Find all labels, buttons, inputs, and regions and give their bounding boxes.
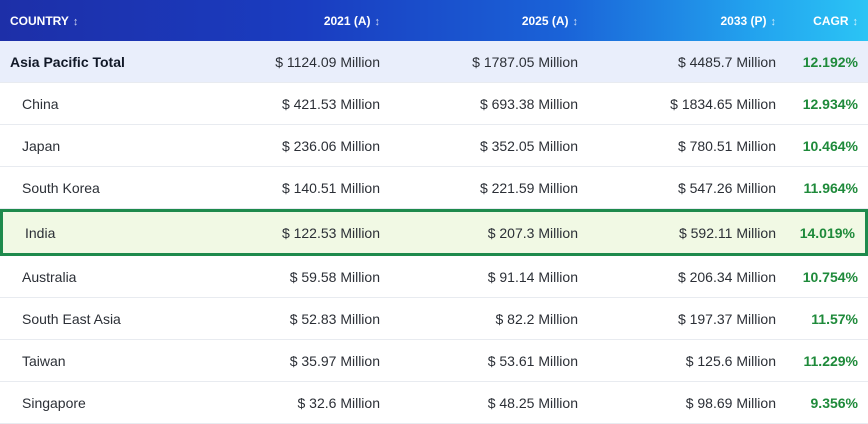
table-header: COUNTRY ↕ 2021 (A) ↕ 2025 (A) ↕ 2033 (P) ↕ C… bbox=[0, 0, 868, 41]
country-cell: Taiwan bbox=[0, 340, 200, 382]
value-2025-cell: $ 352.05 Million bbox=[390, 125, 588, 167]
table-row: Taiwan $ 35.97 Million $ 53.61 Million $… bbox=[0, 340, 868, 382]
table-row: China $ 421.53 Million $ 693.38 Million … bbox=[0, 83, 868, 125]
value-2033-cell: $ 592.11 Million bbox=[588, 209, 786, 256]
column-header-label: COUNTRY bbox=[10, 13, 69, 28]
cagr-cell: 11.229% bbox=[786, 340, 868, 382]
header-row: COUNTRY ↕ 2021 (A) ↕ 2025 (A) ↕ 2033 (P) ↕ C… bbox=[0, 0, 868, 41]
value-2021-cell: $ 236.06 Million bbox=[200, 125, 390, 167]
value-2025-cell: $ 82.2 Million bbox=[390, 298, 588, 340]
column-header-2025[interactable]: 2025 (A) ↕ bbox=[390, 0, 588, 41]
cagr-cell: 10.464% bbox=[786, 125, 868, 167]
sort-icon[interactable]: ↕ bbox=[770, 15, 777, 28]
table-row: South Korea $ 140.51 Million $ 221.59 Mi… bbox=[0, 167, 868, 209]
column-header-country[interactable]: COUNTRY ↕ bbox=[0, 0, 200, 41]
country-cell: Australia bbox=[0, 256, 200, 298]
value-2033-cell: $ 780.51 Million bbox=[588, 125, 786, 167]
country-cell: Japan bbox=[0, 125, 200, 167]
column-header-label: 2033 (P) bbox=[720, 13, 767, 28]
value-2033-cell: $ 125.6 Million bbox=[588, 340, 786, 382]
table-row: South East Asia $ 52.83 Million $ 82.2 M… bbox=[0, 298, 868, 340]
table-row-total: Asia Pacific Total $ 1124.09 Million $ 1… bbox=[0, 41, 868, 83]
cagr-cell: 11.57% bbox=[786, 298, 868, 340]
value-2025-cell: $ 221.59 Million bbox=[390, 167, 588, 209]
cagr-cell: 12.934% bbox=[786, 83, 868, 125]
value-2033-cell: $ 547.26 Million bbox=[588, 167, 786, 209]
value-2033-cell: $ 206.34 Million bbox=[588, 256, 786, 298]
value-2025-cell: $ 91.14 Million bbox=[390, 256, 588, 298]
value-2025-cell: $ 1787.05 Million bbox=[390, 41, 588, 83]
column-header-label: 2025 (A) bbox=[521, 13, 569, 28]
column-header-2021[interactable]: 2021 (A) ↕ bbox=[200, 0, 390, 41]
value-2021-cell: $ 52.83 Million bbox=[200, 298, 390, 340]
sort-icon[interactable]: ↕ bbox=[852, 15, 859, 28]
table-row: Japan $ 236.06 Million $ 352.05 Million … bbox=[0, 125, 868, 167]
sort-icon[interactable]: ↕ bbox=[72, 15, 79, 28]
value-2021-cell: $ 122.53 Million bbox=[200, 209, 390, 256]
column-header-label: 2021 (A) bbox=[323, 13, 371, 28]
column-header-label: CAGR bbox=[813, 13, 849, 28]
value-2021-cell: $ 59.58 Million bbox=[200, 256, 390, 298]
country-cell: South Korea bbox=[0, 167, 200, 209]
column-header-2033[interactable]: 2033 (P) ↕ bbox=[588, 0, 786, 41]
country-cell: South East Asia bbox=[0, 298, 200, 340]
cagr-cell: 14.019% bbox=[786, 209, 868, 256]
cagr-cell: 12.192% bbox=[786, 41, 868, 83]
sort-icon[interactable]: ↕ bbox=[572, 15, 579, 28]
value-2021-cell: $ 1124.09 Million bbox=[200, 41, 390, 83]
value-2025-cell: $ 693.38 Million bbox=[390, 83, 588, 125]
sort-icon[interactable]: ↕ bbox=[374, 15, 381, 28]
value-2021-cell: $ 421.53 Million bbox=[200, 83, 390, 125]
value-2025-cell: $ 53.61 Million bbox=[390, 340, 588, 382]
country-cell: China bbox=[0, 83, 200, 125]
table-row-highlighted: India $ 122.53 Million $ 207.3 Million $… bbox=[0, 209, 868, 256]
cagr-cell: 11.964% bbox=[786, 167, 868, 209]
column-header-cagr[interactable]: CAGR ↕ bbox=[786, 0, 868, 41]
value-2033-cell: $ 1834.65 Million bbox=[588, 83, 786, 125]
table-body: Asia Pacific Total $ 1124.09 Million $ 1… bbox=[0, 41, 868, 424]
country-cell: Asia Pacific Total bbox=[0, 41, 200, 83]
value-2021-cell: $ 35.97 Million bbox=[200, 340, 390, 382]
cagr-cell: 10.754% bbox=[786, 256, 868, 298]
country-cell: India bbox=[0, 209, 200, 256]
value-2025-cell: $ 207.3 Million bbox=[390, 209, 588, 256]
value-2021-cell: $ 140.51 Million bbox=[200, 167, 390, 209]
table-row: Australia $ 59.58 Million $ 91.14 Millio… bbox=[0, 256, 868, 298]
value-2033-cell: $ 197.37 Million bbox=[588, 298, 786, 340]
value-2033-cell: $ 4485.7 Million bbox=[588, 41, 786, 83]
